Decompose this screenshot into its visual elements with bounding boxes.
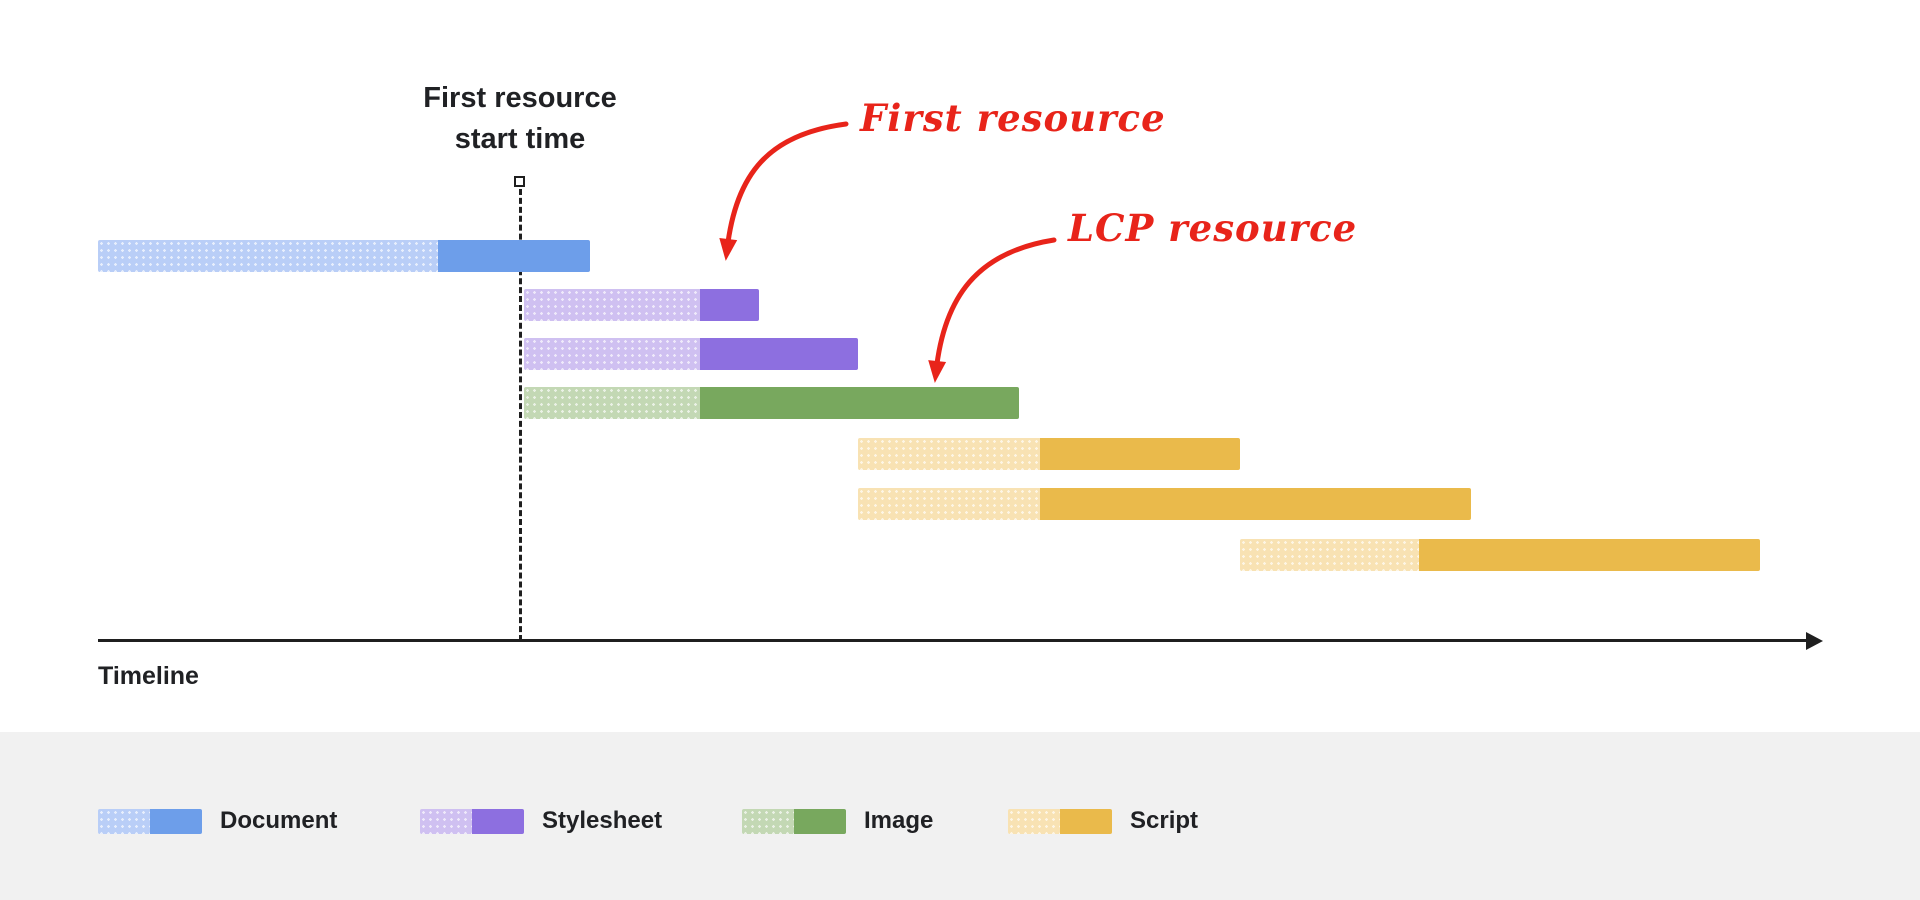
legend: Document Stylesheet Image Script (0, 732, 1920, 900)
image-bar-4 (524, 387, 1019, 419)
image-bar-wait-segment (524, 387, 700, 419)
document-bar-wait-segment (98, 240, 438, 272)
legend-item-image: Image (742, 807, 933, 835)
script-bar-load-segment (1040, 488, 1471, 520)
legend-label-image: Image (864, 807, 934, 834)
timeline-axis (98, 639, 1806, 642)
script-bar-load-segment (1419, 539, 1760, 571)
start-time-label: First resource start time (423, 78, 616, 159)
start-time-label-line2: start time (454, 122, 586, 155)
start-time-label-line1: First resource (423, 82, 617, 114)
document-swatch-light (98, 808, 150, 834)
script-bar-wait-segment (858, 438, 1040, 470)
stylesheet-swatch-light (420, 808, 472, 834)
legend-label-stylesheet: Stylesheet (542, 807, 663, 834)
document-bar-1 (98, 240, 590, 272)
lcp-resource-arrow (928, 237, 1057, 383)
legend-item-script: Script (1008, 807, 1198, 835)
document-swatch (98, 808, 202, 834)
script-swatch-light (1008, 808, 1060, 834)
stylesheet-bar-2 (524, 289, 759, 321)
script-bar-wait-segment (858, 488, 1040, 520)
stylesheet-bar-wait-segment (524, 338, 700, 370)
stylesheet-bar-load-segment (700, 289, 759, 321)
start-line-marker (514, 176, 525, 187)
document-swatch-dark (150, 808, 202, 834)
script-swatch-dark (1060, 808, 1112, 834)
stylesheet-bar-wait-segment (524, 289, 700, 321)
stylesheet-bar-3 (524, 338, 858, 370)
stylesheet-swatch-dark (472, 808, 524, 834)
script-bar-wait-segment (1240, 539, 1419, 571)
script-swatch (1008, 808, 1112, 834)
stylesheet-swatch (420, 808, 524, 834)
image-bar-load-segment (700, 387, 1019, 419)
stylesheet-bar-load-segment (700, 338, 858, 370)
timeline-axis-label: Timeline (98, 662, 199, 690)
script-bar-7 (1240, 539, 1760, 571)
lcp-resource-callout: LCP resource (1068, 206, 1358, 250)
legend-label-script: Script (1130, 807, 1199, 834)
script-bar-5 (858, 438, 1240, 470)
first-resource-arrow (719, 121, 849, 261)
legend-label-document: Document (220, 807, 338, 834)
image-swatch-light (742, 808, 794, 834)
document-bar-load-segment (438, 240, 590, 272)
script-bar-load-segment (1040, 438, 1240, 470)
image-swatch (742, 808, 846, 834)
image-swatch-dark (794, 808, 846, 834)
legend-item-document: Document (98, 807, 337, 835)
script-bar-6 (858, 488, 1471, 520)
first-resource-callout: First resource (860, 96, 1166, 140)
legend-item-stylesheet: Stylesheet (420, 807, 662, 835)
start-time-dashed-line (519, 189, 522, 641)
